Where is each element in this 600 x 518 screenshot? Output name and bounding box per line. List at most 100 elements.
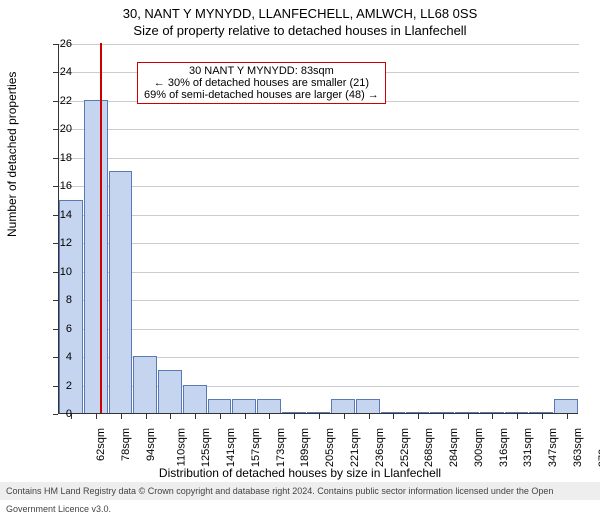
gridline <box>59 243 579 244</box>
y-tick-label: 24 <box>60 66 72 78</box>
y-tick-label: 8 <box>66 294 72 306</box>
x-tick-label: 316sqm <box>498 428 510 467</box>
chart-title-address: 30, NANT Y MYNYDD, LLANFECHELL, AMLWCH, … <box>0 0 600 21</box>
histogram-bar <box>208 399 232 413</box>
y-tick <box>53 44 58 45</box>
x-tick-label: 110sqm <box>175 428 187 466</box>
x-tick <box>121 414 122 419</box>
x-tick <box>418 414 419 419</box>
x-tick-label: 284sqm <box>448 428 460 467</box>
x-tick-label: 363sqm <box>572 428 584 467</box>
x-tick <box>146 414 147 419</box>
histogram-bar <box>529 412 553 413</box>
x-tick <box>468 414 469 419</box>
annotation-box: 30 NANT Y MYNYDD: 83sqm← 30% of detached… <box>137 62 386 104</box>
y-tick-label: 6 <box>66 323 72 335</box>
x-tick <box>369 414 370 419</box>
histogram-bar <box>356 399 380 413</box>
x-axis-title: Distribution of detached houses by size … <box>0 466 600 480</box>
x-tick-label: 331sqm <box>522 428 534 467</box>
x-tick <box>170 414 171 419</box>
x-tick-label: 173sqm <box>275 428 287 467</box>
x-tick-label: 347sqm <box>547 428 559 467</box>
property-marker-line <box>100 43 102 413</box>
histogram-bar <box>232 399 256 413</box>
y-tick <box>53 414 58 415</box>
annotation-line: ← 30% of detached houses are smaller (21… <box>144 77 379 89</box>
y-tick-label: 10 <box>60 266 72 278</box>
gridline <box>59 129 579 130</box>
x-tick-label: 205sqm <box>324 428 336 467</box>
y-tick-label: 16 <box>60 180 72 192</box>
histogram-bar <box>307 412 331 413</box>
y-tick-label: 0 <box>66 408 72 420</box>
y-tick <box>53 215 58 216</box>
y-tick <box>53 101 58 102</box>
histogram-bar <box>109 171 133 413</box>
x-tick <box>344 414 345 419</box>
chart-container: 30, NANT Y MYNYDD, LLANFECHELL, AMLWCH, … <box>0 0 600 500</box>
y-axis-title: Number of detached properties <box>5 72 19 237</box>
y-tick-label: 22 <box>60 95 72 107</box>
x-tick-label: 78sqm <box>120 428 132 461</box>
x-tick <box>517 414 518 419</box>
x-tick-label: 252sqm <box>399 428 411 467</box>
y-tick <box>53 272 58 273</box>
histogram-bar <box>381 412 405 413</box>
x-tick <box>220 414 221 419</box>
x-tick <box>245 414 246 419</box>
footer-attribution: Contains HM Land Registry data © Crown c… <box>0 482 600 500</box>
x-tick-label: 189sqm <box>300 428 312 467</box>
histogram-bar <box>455 412 479 413</box>
y-tick-label: 26 <box>60 38 72 50</box>
x-tick <box>96 414 97 419</box>
x-tick <box>269 414 270 419</box>
x-tick <box>195 414 196 419</box>
gridline <box>59 44 579 45</box>
x-tick-label: 236sqm <box>374 428 386 467</box>
histogram-bar <box>158 370 182 413</box>
y-tick <box>53 300 58 301</box>
histogram-bar <box>331 399 355 413</box>
x-tick-label: 62sqm <box>95 428 107 461</box>
histogram-bar <box>505 412 529 413</box>
x-tick <box>567 414 568 419</box>
histogram-bar <box>84 100 108 413</box>
gridline <box>59 272 579 273</box>
x-tick-label: 221sqm <box>349 428 361 467</box>
gridline <box>59 186 579 187</box>
y-tick-label: 14 <box>60 209 72 221</box>
histogram-bar <box>406 412 430 413</box>
histogram-bar <box>430 412 454 413</box>
x-tick-label: 125sqm <box>201 428 213 467</box>
x-tick <box>492 414 493 419</box>
y-tick <box>53 129 58 130</box>
y-tick <box>53 72 58 73</box>
y-tick-label: 20 <box>60 123 72 135</box>
y-tick-label: 4 <box>66 351 72 363</box>
chart-area: 30 NANT Y MYNYDD: 83sqm← 30% of detached… <box>58 44 578 414</box>
annotation-line: 69% of semi-detached houses are larger (… <box>144 89 379 101</box>
x-tick <box>294 414 295 419</box>
gridline <box>59 329 579 330</box>
y-tick-label: 12 <box>60 237 72 249</box>
histogram-bar <box>480 412 504 413</box>
histogram-bar <box>133 356 157 413</box>
y-tick <box>53 186 58 187</box>
y-tick-label: 18 <box>60 152 72 164</box>
y-tick <box>53 158 58 159</box>
y-tick-label: 2 <box>66 380 72 392</box>
gridline <box>59 300 579 301</box>
x-tick-label: 300sqm <box>473 428 485 467</box>
x-tick-label: 141sqm <box>225 428 237 467</box>
y-tick <box>53 357 58 358</box>
x-tick <box>319 414 320 419</box>
x-tick <box>443 414 444 419</box>
chart-title-desc: Size of property relative to detached ho… <box>0 21 600 38</box>
histogram-bar <box>282 412 306 413</box>
gridline <box>59 215 579 216</box>
x-tick-label: 268sqm <box>423 428 435 467</box>
plot-area: 30 NANT Y MYNYDD: 83sqm← 30% of detached… <box>58 44 578 414</box>
histogram-bar <box>554 399 578 413</box>
y-tick <box>53 243 58 244</box>
